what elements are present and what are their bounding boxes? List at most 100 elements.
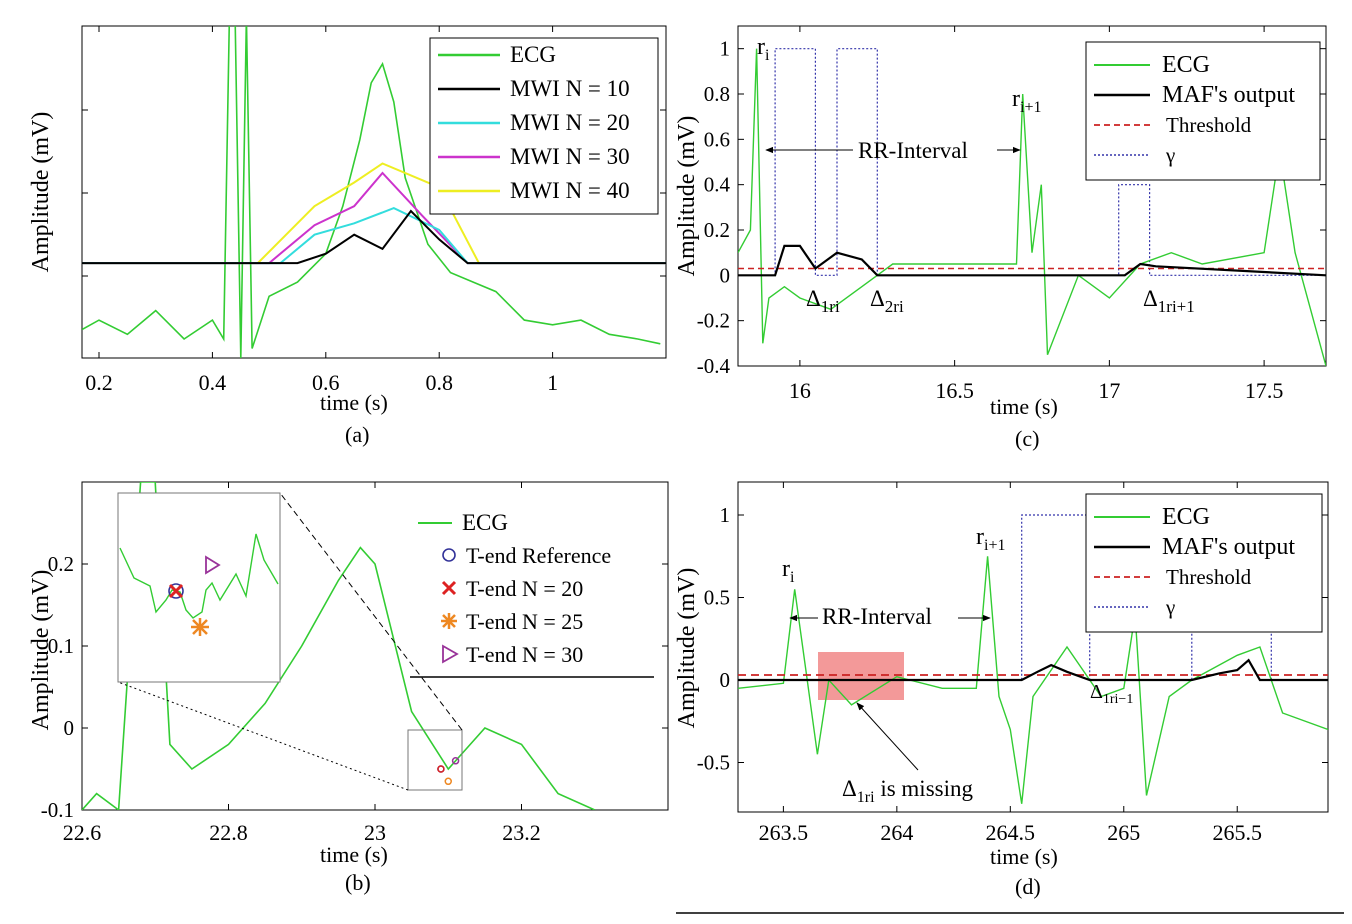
annotations-c: ri ri+1 RR-Interval Δ1ri Δ2ri Δ1ri+1 xyxy=(757,34,1195,316)
series-mwi-a xyxy=(82,207,666,265)
xtick-label: 264.5 xyxy=(986,820,1036,845)
xlabel-c: time (s) xyxy=(990,394,1058,419)
xtick-label: 0.4 xyxy=(199,370,227,395)
inset-n20-marker xyxy=(168,583,184,599)
zoom-line-bottom-b xyxy=(117,681,409,791)
rr-interval-c: RR-Interval xyxy=(858,138,968,163)
series-maf-c xyxy=(738,244,1326,277)
legend-a: ECG MWI N = 10 MWI N = 20 MWI N = 30 MWI N =… xyxy=(429,37,659,215)
panel-b: -0.100.10.2 22.6 22.8 23 23.2 time (s) (b) … xyxy=(28,481,669,895)
legend-label-c: γ xyxy=(1165,143,1175,167)
xtick-label: 265 xyxy=(1107,820,1140,845)
legend-label-b: T-end N = 30 xyxy=(466,642,583,667)
zoom-region-b xyxy=(407,729,463,791)
annotations-d: ri ri+1 RR-Interval Δ1ri−1 Δ1ri is missi… xyxy=(782,524,1133,806)
xtick-label: 264 xyxy=(880,820,913,845)
ytick-label: 1 xyxy=(720,37,731,61)
xticks-c: 16 16.5 17 17.5 xyxy=(789,26,1283,403)
xlabel-b: time (s) xyxy=(320,842,388,867)
ytick-label: -0.1 xyxy=(41,798,74,822)
ylabel-c: Amplitude (mV) xyxy=(674,116,700,277)
inset-box-b xyxy=(117,492,281,683)
ytick-label: -0.5 xyxy=(697,751,730,775)
series-ecg-d xyxy=(738,556,1328,804)
series-maf-d xyxy=(738,658,1328,682)
legend-box-a xyxy=(429,37,659,215)
plot-area-c xyxy=(737,25,1327,367)
xlabel-d: time (s) xyxy=(990,844,1058,869)
label-ri1-c: ri+1 xyxy=(1012,86,1041,116)
ylabel-d: Amplitude (mV) xyxy=(674,568,700,729)
inset-n30-marker xyxy=(205,555,221,575)
legend-label-d: ECG xyxy=(1162,504,1210,530)
xticks-b: 22.6 22.8 23 23.2 xyxy=(63,482,541,845)
ytick-label: 0.1 xyxy=(48,634,74,658)
legend-label-c: Threshold xyxy=(1166,113,1252,137)
series-ecg-a xyxy=(82,26,661,358)
xtick-label: 16.5 xyxy=(935,378,974,403)
ytick-label: 0 xyxy=(720,668,731,692)
legend-label-a: ECG xyxy=(510,42,556,67)
delta3-c: Δ1ri+1 xyxy=(1143,286,1195,316)
xtick-label: 0.2 xyxy=(85,370,113,395)
legend-label-b: ECG xyxy=(462,510,508,535)
plot-lines-d xyxy=(738,514,1328,804)
series-mwi-a xyxy=(82,162,666,265)
legend-label-b: T-end N = 25 xyxy=(466,609,583,634)
panel-label-c: (c) xyxy=(1015,426,1039,451)
legend-label-a: MWI N = 40 xyxy=(510,178,630,203)
xticks-d: 263.5 264 264.5 265 265.5 xyxy=(759,482,1262,845)
plot-lines-b xyxy=(82,482,596,810)
panel-label-b: (b) xyxy=(345,870,371,895)
marker-b xyxy=(451,757,460,765)
ytick-label: 0 xyxy=(720,263,731,287)
ytick-label: 0.4 xyxy=(704,173,731,197)
legend-label-d: MAF's output xyxy=(1162,534,1295,560)
delta2-c: Δ2ri xyxy=(870,286,904,316)
panel-label-a: (a) xyxy=(345,422,369,447)
legend-label-c: ECG xyxy=(1162,52,1210,78)
ytick-label: 0.6 xyxy=(704,127,730,151)
plot-area-a xyxy=(81,25,667,359)
missing-label-d: Δ1ri is missing xyxy=(842,776,973,806)
legend-label-d: γ xyxy=(1165,595,1175,619)
xtick-label: 0.8 xyxy=(425,370,453,395)
panel-d: -0.5 0 0.5 1 263.5 264 264.5 265 265.5 ri ri+1 … xyxy=(674,481,1329,899)
legend-circle-marker xyxy=(442,548,456,562)
ylabel-b: Amplitude (mV) xyxy=(28,570,54,731)
inset-ref-marker xyxy=(168,583,184,599)
rr-interval-d: RR-Interval xyxy=(822,604,932,629)
xtick-label: 17 xyxy=(1098,378,1120,403)
xtick-label: 263.5 xyxy=(759,820,809,845)
delta1-d: Δ1ri−1 xyxy=(1090,681,1133,707)
inset-n25-marker xyxy=(191,618,209,636)
legend-c: ECG MAF's output Threshold γ xyxy=(1085,41,1321,181)
xtick-label: 265.5 xyxy=(1212,820,1262,845)
series-ecg-c xyxy=(738,48,1326,366)
label-ri-d: ri xyxy=(782,556,795,586)
xlabel-a: time (s) xyxy=(320,390,388,415)
yticks-a xyxy=(82,109,666,277)
xtick-label: 23.2 xyxy=(502,820,541,845)
xtick-label: 16 xyxy=(789,378,811,403)
ytick-label: -0.4 xyxy=(697,354,731,378)
delta1-c: Δ1ri xyxy=(806,286,840,316)
inset-ecg-line xyxy=(119,533,279,619)
legend-label-b: T-end N = 20 xyxy=(466,576,583,601)
legend-label-d: Threshold xyxy=(1166,565,1252,589)
legend-x-marker xyxy=(441,580,457,596)
xtick-label: 17.5 xyxy=(1245,378,1284,403)
ytick-label: 1 xyxy=(720,503,731,527)
legend-triangle-marker xyxy=(442,644,459,664)
label-ri-c: ri xyxy=(757,34,770,64)
series-mwi-a xyxy=(82,209,666,265)
plot-lines-c xyxy=(738,48,1326,366)
xtick-label: 23 xyxy=(364,820,386,845)
xtick-label: 22.8 xyxy=(209,820,248,845)
legend-label-a: MWI N = 20 xyxy=(510,110,630,135)
legend-label-a: MWI N = 10 xyxy=(510,76,630,101)
yticks-d: -0.5 0 0.5 1 xyxy=(697,503,1328,775)
ytick-label: 0.2 xyxy=(704,218,730,242)
yticks-c: -0.4 -0.2 0 0.2 0.4 0.6 0.8 1 xyxy=(697,37,1326,378)
yticks-b: -0.1 0 0.1 0.2 xyxy=(41,552,668,822)
